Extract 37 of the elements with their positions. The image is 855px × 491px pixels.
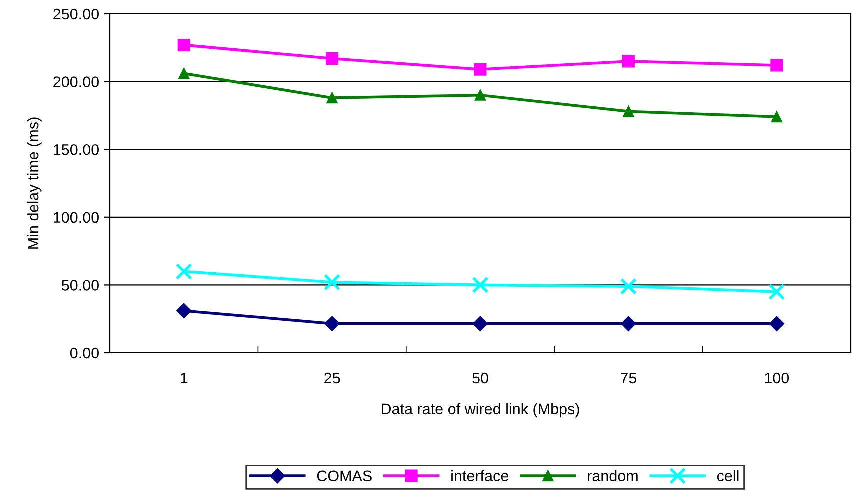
x-tick-label: 50 bbox=[472, 372, 488, 384]
x-axis-title: Data rate of wired link (Mbps) bbox=[382, 403, 580, 418]
point bbox=[770, 59, 784, 72]
point bbox=[621, 316, 636, 332]
x-tick-label: 25 bbox=[324, 372, 340, 384]
point bbox=[768, 284, 786, 300]
x-tick-label: 75 bbox=[620, 373, 637, 384]
point bbox=[474, 90, 486, 101]
point bbox=[472, 316, 488, 332]
legend-label: interface bbox=[452, 470, 508, 482]
y-tick-label: 150.00 bbox=[54, 144, 99, 156]
point bbox=[176, 303, 192, 319]
point bbox=[178, 68, 190, 80]
point bbox=[474, 63, 487, 76]
point bbox=[623, 106, 634, 118]
point bbox=[324, 316, 340, 332]
x-tick-label: 100 bbox=[765, 372, 790, 384]
point bbox=[326, 52, 339, 65]
legend-label: random bbox=[588, 470, 638, 482]
point bbox=[620, 278, 638, 295]
point bbox=[176, 263, 192, 280]
legend-label: COMAS bbox=[317, 470, 372, 482]
point bbox=[472, 276, 489, 294]
point bbox=[324, 274, 341, 291]
y-tick-label: 200.00 bbox=[54, 76, 99, 88]
point bbox=[769, 316, 784, 332]
y-tick-label: 250.00 bbox=[54, 8, 99, 20]
y-tick-label: 0.00 bbox=[70, 348, 99, 359]
point bbox=[178, 38, 190, 52]
y-tick-label: 100.00 bbox=[54, 212, 99, 224]
x-tick-label: 1 bbox=[181, 373, 188, 384]
y-tick-label: 50.00 bbox=[62, 280, 99, 291]
legend-label: cell bbox=[717, 470, 739, 482]
point bbox=[326, 92, 338, 104]
y-axis-title: Min delay time (ms) bbox=[28, 118, 42, 249]
point bbox=[771, 112, 782, 123]
point bbox=[622, 55, 635, 68]
